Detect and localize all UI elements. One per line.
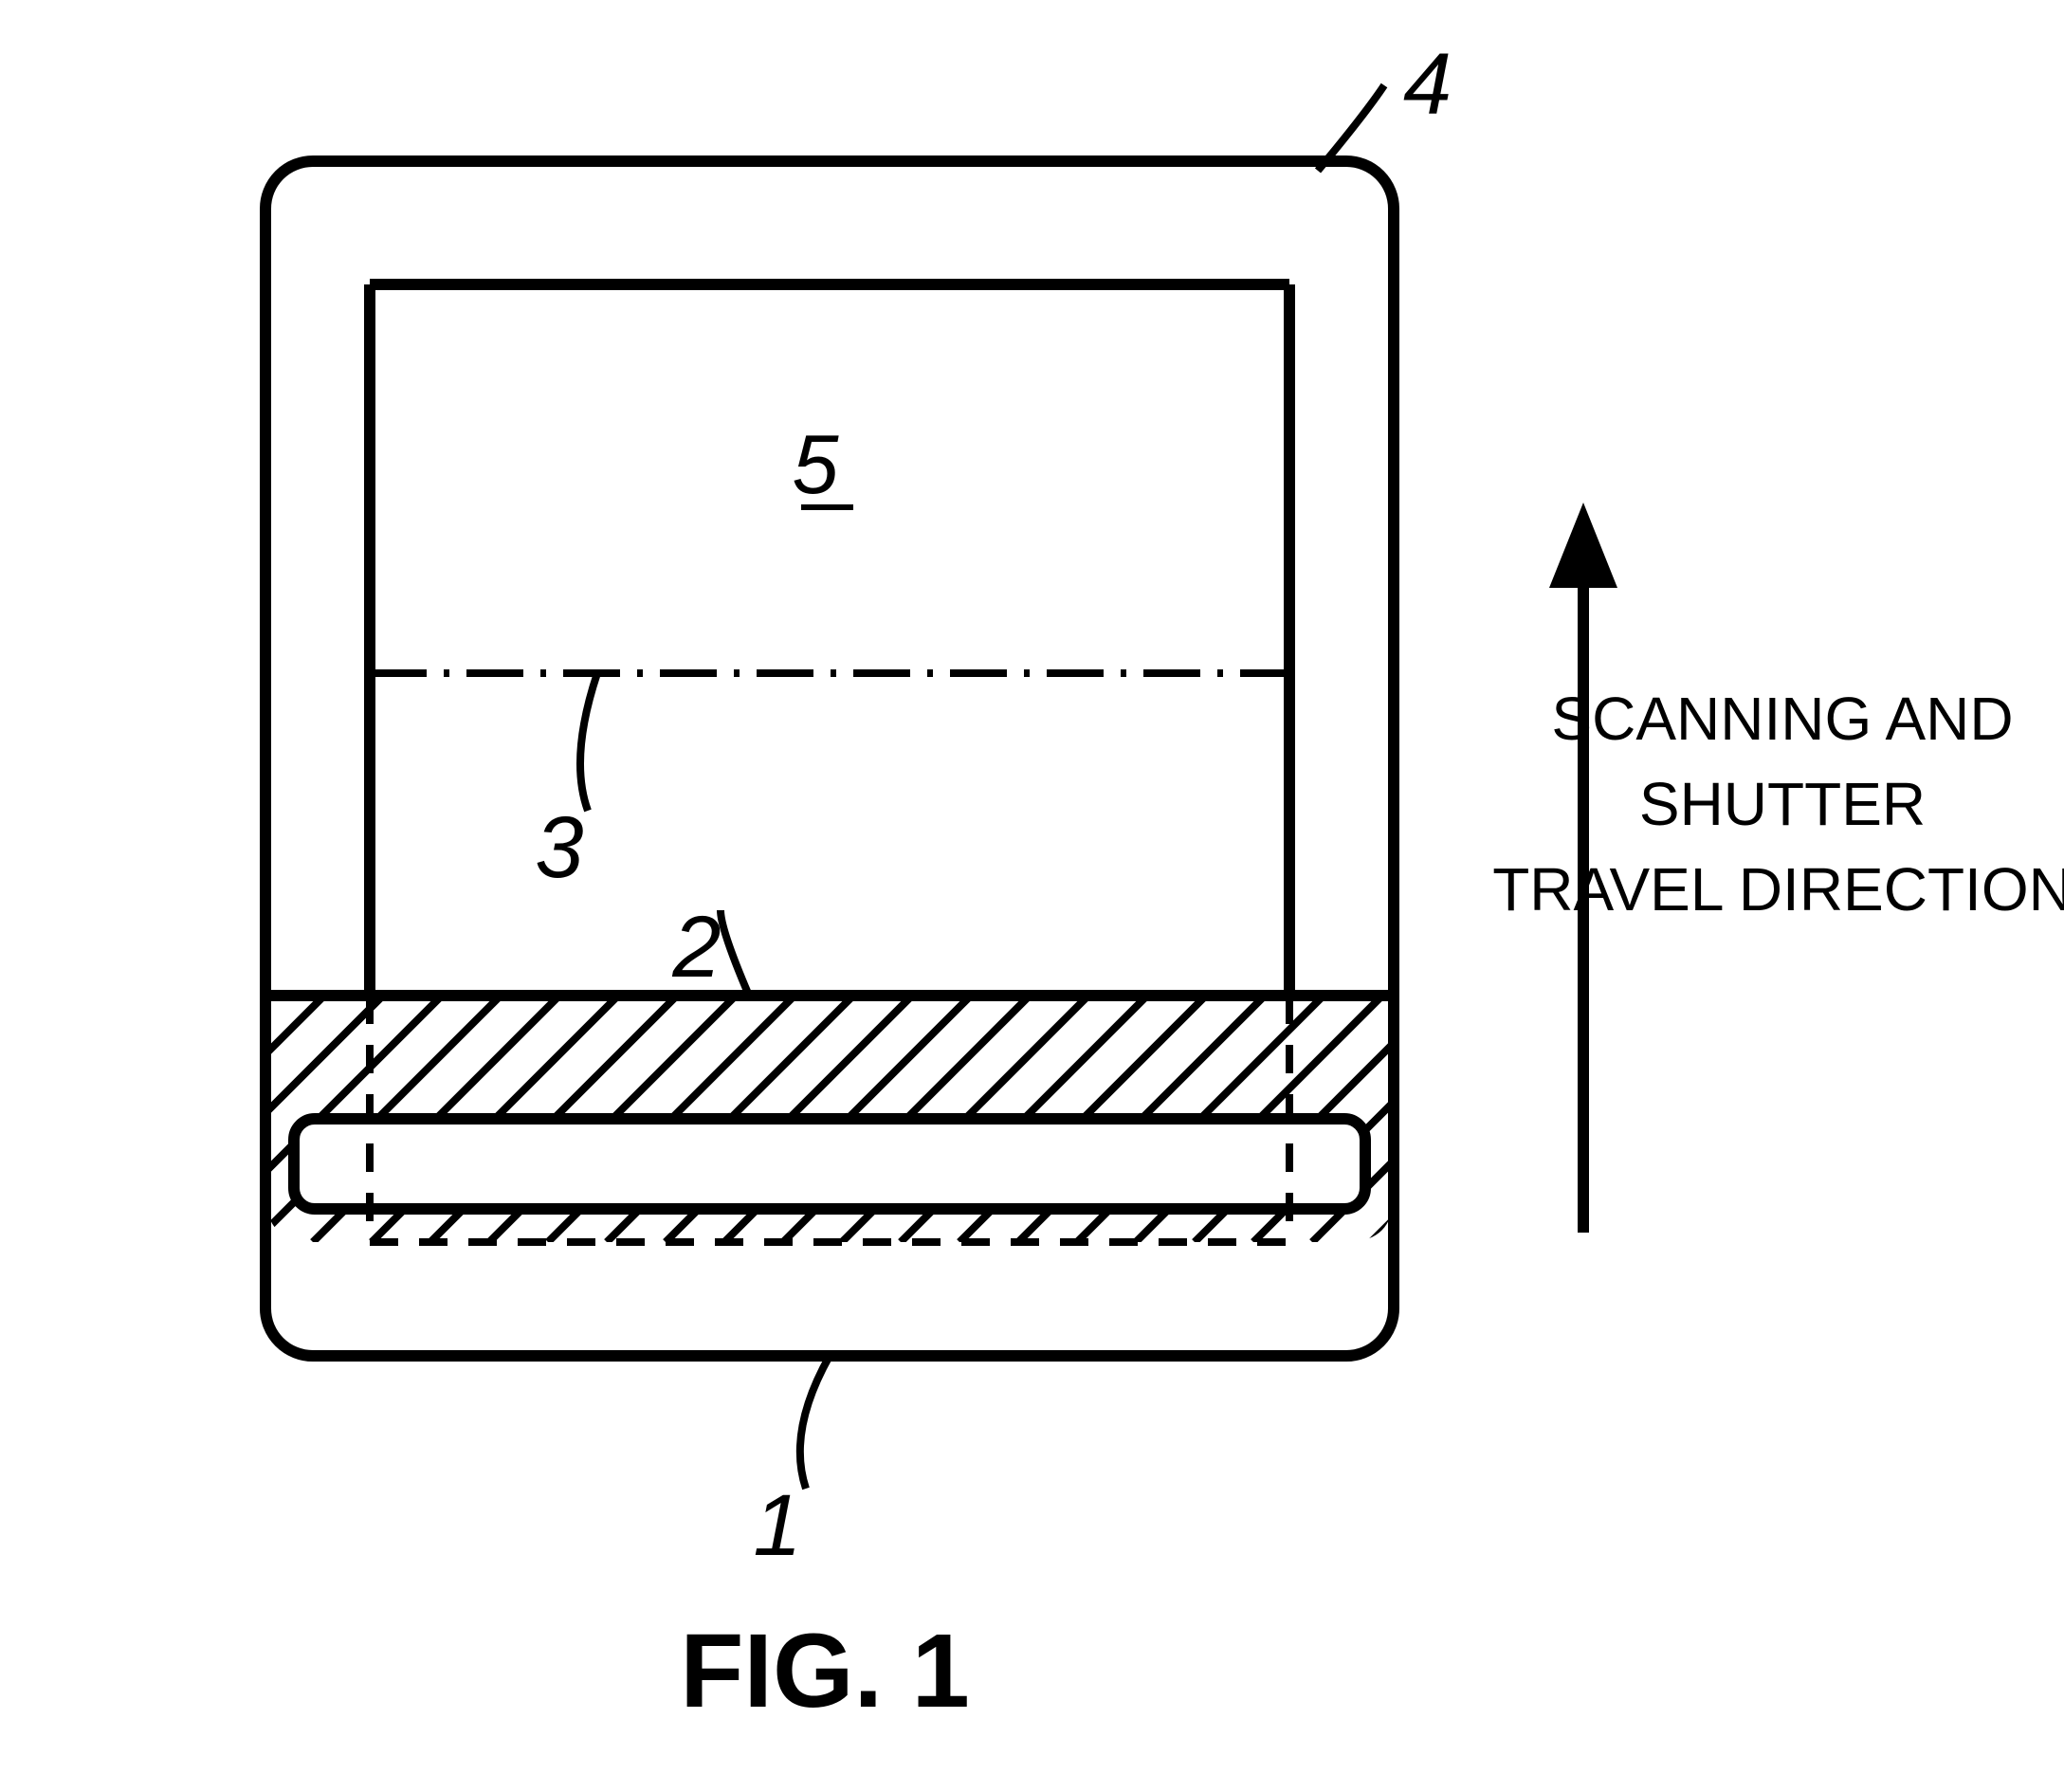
label-4: 4 (1403, 36, 1452, 133)
label-1: 1 (753, 1477, 801, 1574)
label-3: 3 (535, 799, 583, 896)
caption-line-0: SCANNING AND (1551, 685, 2013, 753)
caption-line-1: SHUTTER (1639, 770, 1926, 838)
figure-1 (0, 85, 1676, 1489)
inset-bar (294, 1119, 1365, 1209)
arrow-head (1549, 503, 1617, 588)
leader-1 (800, 1356, 830, 1489)
label-5: 5 (793, 417, 840, 511)
figure-label: FIG. 1 (680, 1613, 970, 1729)
label-2: 2 (671, 899, 721, 996)
leader-3 (580, 673, 597, 811)
caption-line-2: TRAVEL DIRECTION (1492, 855, 2064, 923)
leader-2 (721, 910, 749, 996)
